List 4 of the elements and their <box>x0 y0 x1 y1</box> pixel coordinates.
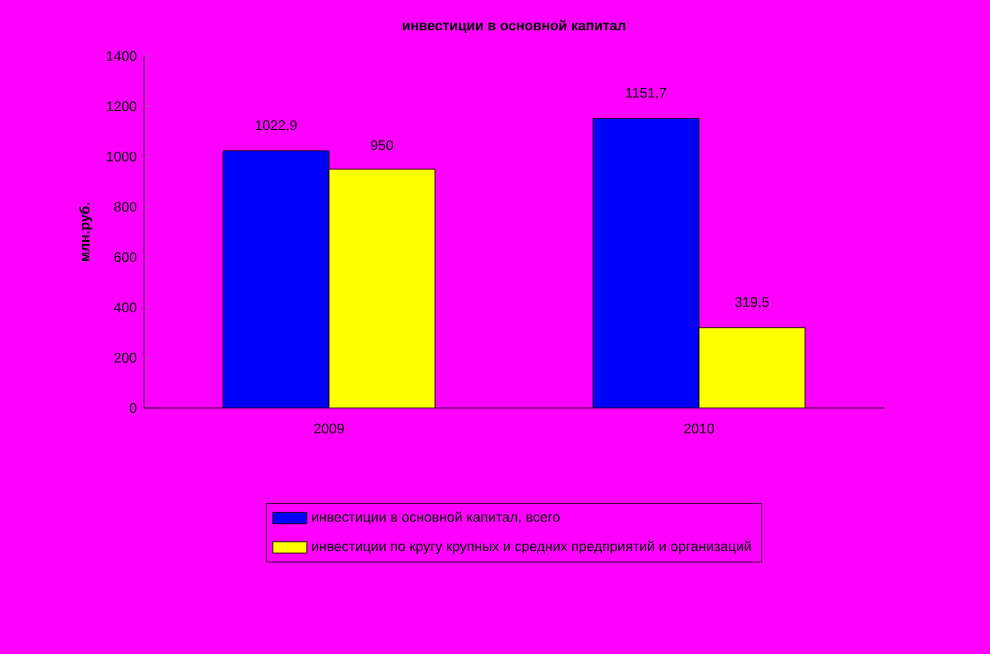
bar <box>223 150 329 408</box>
bar <box>698 327 806 408</box>
bar <box>592 118 700 408</box>
bar <box>329 169 435 408</box>
